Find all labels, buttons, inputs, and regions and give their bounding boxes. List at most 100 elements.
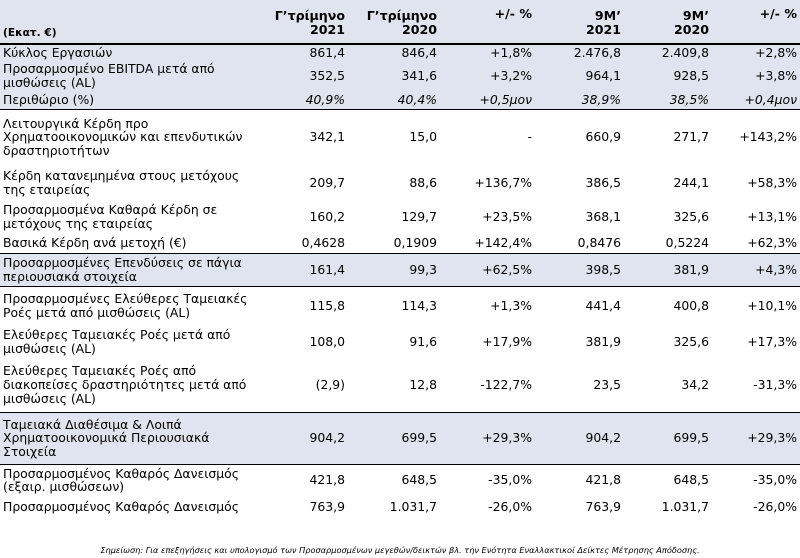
cell-value: 904,2 — [535, 411, 624, 464]
cell-value: +17,3% — [747, 333, 797, 349]
cell-value: +0,5μον — [440, 91, 535, 109]
cell-value: 1.031,7 — [389, 498, 437, 514]
cell-value: +2,8% — [712, 44, 800, 61]
cell-value: 38,5% — [624, 91, 712, 109]
row-label: Περιθώριο (%) — [0, 91, 262, 109]
cell-value: 928,5 — [624, 61, 712, 91]
cell-value: 15,0 — [348, 108, 440, 165]
cell-value: +58,3% — [747, 175, 797, 191]
row-label: Κέρδη κατανεμημένα στους μετόχους της ετ… — [3, 168, 240, 197]
cell-value: 0,4628 — [301, 234, 345, 250]
cell-value: 763,9 — [585, 498, 621, 514]
table-row: Ταμειακά Διαθέσιμα & Λοιπά Χρηματοοικονο… — [0, 411, 800, 464]
table-row: Προσαρμοσμένες Ελεύθερες Ταμειακές Ροές … — [0, 285, 800, 325]
cell-value: 398,5 — [535, 252, 624, 286]
cell-value: 342,1 — [262, 108, 348, 165]
cell-value: +4,3% — [712, 252, 800, 286]
table-row: Περιθώριο (%) 40,9% 40,4% +0,5μον 38,9% 38,5%… — [0, 91, 800, 109]
row-label: Βασικά Κέρδη ανά μετοχή (€) — [3, 234, 187, 250]
cell-value: -26,0% — [753, 498, 797, 514]
cell-value: 38,9% — [535, 91, 624, 109]
row-label: Ελεύθερες Ταμειακές Ροές μετά από μισθώσ… — [3, 326, 231, 356]
table-row: Λειτουργικά Κέρδη προ Χρηματοοικονομικών… — [0, 108, 800, 165]
cell-value: 381,9 — [624, 252, 712, 286]
cell-value: 904,2 — [262, 411, 348, 464]
cell-value: - — [440, 108, 535, 165]
cell-value: -35,0% — [712, 463, 800, 496]
cell-value: 0,5224 — [665, 234, 709, 250]
cell-value: +3,8% — [712, 61, 800, 91]
cell-value: -26,0% — [488, 498, 532, 514]
cell-value: 34,2 — [681, 376, 709, 392]
financial-results-table: (Εκατ. €) Γ’τρίμηνο 2021 Γ’τρίμηνο 2020 +/… — [0, 0, 800, 517]
cell-value: +1,3% — [440, 285, 535, 325]
row-label: Προσαρμοσμένο EBITDA μετά από μισθώσεις … — [0, 61, 262, 91]
cell-value: 763,9 — [309, 498, 345, 514]
row-label: Ταμειακά Διαθέσιμα & Λοιπά Χρηματοοικονο… — [0, 411, 262, 464]
cell-value: 40,4% — [348, 91, 440, 109]
cell-value: 368,1 — [585, 209, 621, 225]
table-row: Προσαρμοσμένο EBITDA μετά από μισθώσεις … — [0, 61, 800, 91]
cell-value: 2.476,8 — [535, 44, 624, 61]
cell-value: +17,9% — [482, 333, 532, 349]
cell-value: 660,9 — [535, 108, 624, 165]
cell-value: 699,5 — [348, 411, 440, 464]
cell-value: +1,8% — [440, 44, 535, 61]
cell-value: +136,7% — [474, 175, 532, 191]
cell-value: 114,3 — [348, 285, 440, 325]
row-label: Ελεύθερες Ταμειακές Ροές από διακοπείσες… — [3, 363, 247, 406]
table-row: Κέρδη κατανεμημένα στους μετόχους της ετ… — [0, 165, 800, 201]
cell-value: -122,7% — [480, 376, 532, 392]
cell-value: 99,3 — [348, 252, 440, 286]
cell-value: 325,6 — [673, 333, 709, 349]
table-row: Προσαρμοσμένες Επενδύσεις σε πάγια περιο… — [0, 252, 800, 286]
cell-value: -35,0% — [440, 463, 535, 496]
cell-value: 2.409,8 — [624, 44, 712, 61]
cell-value: 400,8 — [624, 285, 712, 325]
cell-value: 12,8 — [409, 376, 437, 392]
cell-value: 964,1 — [535, 61, 624, 91]
cell-value: 341,6 — [348, 61, 440, 91]
cell-value: 0,1909 — [393, 234, 437, 250]
cell-value: 381,9 — [585, 333, 621, 349]
cell-value: 352,5 — [262, 61, 348, 91]
cell-value: 699,5 — [624, 411, 712, 464]
cell-value: +143,2% — [712, 108, 800, 165]
row-label: Προσαρμοσμένα Καθαρά Κέρδη σε μετόχους τ… — [3, 202, 218, 231]
row-label: Κύκλος Εργασιών — [0, 44, 262, 61]
cell-value: 441,4 — [535, 285, 624, 325]
column-header-q3-2020: Γ’τρίμηνο 2020 — [348, 0, 440, 45]
column-header-q3-change: +/- % — [440, 0, 535, 45]
cell-value: +29,3% — [712, 411, 800, 464]
cell-value: 88,6 — [409, 175, 437, 191]
table-row: Ελεύθερες Ταμειακές Ροές από διακοπείσες… — [0, 358, 800, 412]
cell-value: (2,9) — [315, 376, 345, 392]
unit-label: (Εκατ. €) — [0, 0, 262, 45]
row-label: Προσαρμοσμένος Καθαρός Δανεισμός (εξαιρ.… — [0, 463, 262, 496]
cell-value: +29,3% — [440, 411, 535, 464]
cell-value: 0,8476 — [577, 234, 621, 250]
row-label: Προσαρμοσμένος Καθαρός Δανεισμός — [3, 498, 240, 514]
cell-value: 271,7 — [624, 108, 712, 165]
cell-value: +62,3% — [747, 234, 797, 250]
table-row: Προσαρμοσμένος Καθαρός Δανεισμός (εξαιρ.… — [0, 463, 800, 496]
table-row: Προσαρμοσμένος Καθαρός Δανεισμός 763,9 1.0… — [0, 496, 800, 517]
cell-value: 161,4 — [262, 252, 348, 286]
cell-value: 209,7 — [309, 175, 345, 191]
cell-value: 648,5 — [624, 463, 712, 496]
cell-value: +10,1% — [712, 285, 800, 325]
table-row: Ελεύθερες Ταμειακές Ροές μετά από μισθώσ… — [0, 325, 800, 358]
table-header-row: (Εκατ. €) Γ’τρίμηνο 2021 Γ’τρίμηνο 2020 +/… — [0, 0, 800, 45]
row-label: Προσαρμοσμένες Επενδύσεις σε πάγια περιο… — [0, 252, 262, 286]
cell-value: 846,4 — [348, 44, 440, 61]
cell-value: 386,5 — [585, 175, 621, 191]
cell-value: +3,2% — [440, 61, 535, 91]
cell-value: +23,5% — [482, 209, 532, 225]
cell-value: +62,5% — [440, 252, 535, 286]
cell-value: +142,4% — [474, 234, 532, 250]
cell-value: 421,8 — [535, 463, 624, 496]
cell-value: 421,8 — [262, 463, 348, 496]
column-header-9m-2021: 9Μ’ 2021 — [535, 0, 624, 45]
table-row: Κύκλος Εργασιών 861,4 846,4 +1,8% 2.476,8 2.4… — [0, 44, 800, 61]
